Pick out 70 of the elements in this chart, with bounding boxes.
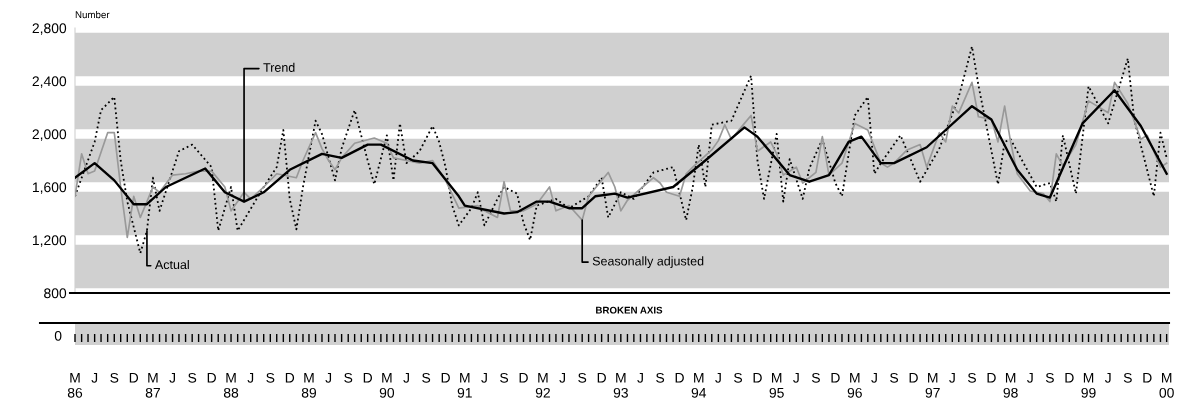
x-tick-label: J: [247, 373, 254, 383]
x-tick-label: M 92: [535, 373, 550, 398]
x-tick-label: S: [578, 372, 587, 383]
x-tick-label: S: [967, 372, 976, 383]
x-tick-label: S: [188, 372, 197, 383]
y-tick-label: 2,000: [32, 129, 67, 141]
x-tick-label: S: [1123, 372, 1132, 383]
x-tick-label: S: [344, 372, 353, 383]
x-tick-label: M 93: [613, 373, 628, 398]
y-tick-label: 800: [44, 288, 67, 299]
x-tick-label: D: [519, 373, 528, 383]
x-tick-label: J: [169, 373, 175, 383]
x-tick-label: D: [363, 373, 373, 383]
x-tick-label: M 97: [925, 373, 940, 398]
x-tick-label: D: [1143, 373, 1152, 383]
x-tick-label: S: [656, 372, 665, 383]
y-axis-title: Number: [75, 10, 110, 19]
x-tick-label: M 88: [223, 373, 239, 398]
x-tick-label: S: [1045, 372, 1054, 383]
x-tick-label: S: [734, 372, 743, 383]
x-tick-label: S: [890, 372, 899, 383]
text: 0: [54, 330, 62, 341]
x-tick-label: J: [325, 373, 332, 383]
x-tick-label: J: [793, 373, 799, 383]
x-tick-label: J: [715, 373, 721, 383]
x-tick-label: D: [441, 373, 450, 383]
x-tick-label: J: [91, 373, 98, 383]
x-tick-label: S: [110, 372, 119, 383]
x-tick-label: S: [266, 372, 275, 383]
x-tick-label: D: [753, 373, 762, 383]
x-tick-label: D: [987, 373, 996, 383]
x-tick-label: D: [285, 373, 295, 383]
x-tick-label: S: [811, 372, 820, 383]
x-tick-label: M 91: [457, 373, 472, 398]
y-tick-label: 1,600: [32, 182, 67, 194]
x-tick-label: S: [422, 372, 431, 383]
x-tick-label: J: [871, 373, 877, 383]
x-tick-label: M 90: [379, 373, 395, 398]
x-tick-label: J: [403, 373, 409, 383]
x-tick-label: J: [637, 373, 643, 383]
x-tick-label: M 87: [145, 373, 160, 398]
x-tick-label: D: [207, 373, 216, 383]
x-tick-label: D: [675, 373, 684, 383]
y-tick-label: 1,200: [32, 235, 67, 247]
x-tick-label: M 98: [1003, 373, 1018, 398]
x-tick-label: M 00: [1159, 373, 1174, 398]
x-tick-label: M 99: [1081, 373, 1096, 398]
series-label: Actual: [154, 259, 189, 270]
line-series: [75, 81, 1168, 239]
x-tick-label: J: [481, 373, 487, 383]
x-tick-label: D: [831, 373, 840, 383]
x-tick-label: J: [949, 373, 955, 383]
x-tick-label: S: [500, 372, 509, 383]
x-tick-label: M 95: [769, 373, 784, 398]
x-tick-label: D: [597, 373, 606, 383]
x-tick-label: M 96: [847, 373, 862, 398]
y-tick-label: 2,800: [32, 23, 67, 35]
x-tick-label: M 94: [691, 373, 707, 398]
x-tick-label: D: [909, 373, 918, 383]
x-tick-label: M 86: [67, 373, 83, 398]
x-tick-label: D: [1065, 373, 1074, 383]
y-tick-label: 2,400: [32, 76, 67, 88]
x-tick-label: J: [1104, 373, 1111, 383]
text: Seasonally adjusted: [592, 256, 704, 268]
text: BROKEN AXIS: [596, 306, 663, 314]
text: Trend: [263, 62, 295, 72]
x-tick-label: M 89: [301, 373, 317, 398]
x-tick-label: J: [559, 373, 565, 383]
x-tick-label: J: [1026, 373, 1033, 383]
x-tick-label: D: [129, 373, 139, 383]
